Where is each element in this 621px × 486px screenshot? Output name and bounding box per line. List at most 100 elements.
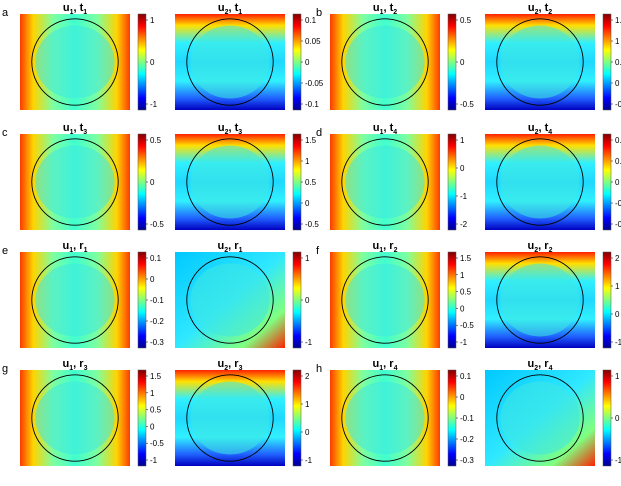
colorbar-tick-label: -1: [150, 456, 158, 465]
panel-x-u2-t3: u2, t3 1.5 1 0.5 0 -0.5: [175, 122, 319, 231]
colorbar-tick-label: 0.5: [150, 136, 162, 145]
colorbar-frame: [602, 251, 612, 349]
panel-x-u2-t4: u2, t4 0.1 0.05 0 -0.05 -0.1: [485, 122, 621, 231]
field-center: [500, 145, 580, 219]
colorbar-tick-label: 0.5: [615, 58, 621, 67]
colorbar-tick-label: -1: [615, 338, 621, 347]
inclusion-circle: [186, 374, 274, 462]
field-center: [345, 145, 425, 219]
field-center: [190, 25, 270, 99]
panel-g-u1-r3: u1, r3 g 1.5 1 0.5 0 -0.5 -1: [2, 358, 164, 467]
inclusion-circle: [186, 138, 274, 226]
colorbar-tick-label: 2: [305, 372, 310, 381]
colorbar: [603, 14, 611, 110]
field-center: [35, 263, 115, 337]
panel-title: u2, r1: [218, 240, 243, 254]
colorbar-tick-label: 0.1: [150, 254, 162, 263]
colorbar-tick-label: -1: [150, 100, 158, 109]
inclusion-circle: [341, 256, 429, 344]
panel-x-u2-r1: u2, r1 1 0 -1: [175, 240, 313, 349]
colorbar-tick-label: -0.5: [460, 100, 474, 109]
panel-letter: g: [2, 363, 8, 375]
colorbar-tick-label: -0.1: [615, 220, 621, 229]
colorbar-tick-label: 0: [150, 58, 155, 67]
colorbar: [448, 370, 456, 466]
inclusion-circle: [341, 374, 429, 462]
colorbar-tick-label: -0.5: [305, 220, 319, 229]
colorbar-tick-label: -0.5: [615, 100, 621, 109]
panel-letter: h: [316, 363, 322, 375]
panel-title: u1, r2: [373, 240, 398, 254]
field-center: [345, 381, 425, 455]
panel-letter: f: [316, 245, 320, 257]
colorbar-tick-label: 1.5: [150, 372, 162, 381]
panel-x-u2-r4: u2, r4 1 0 -1: [485, 358, 621, 467]
colorbar-tick-label: 0: [460, 393, 465, 402]
colorbar-tick-label: 0: [150, 178, 155, 187]
colorbar-tick-label: 0: [305, 296, 310, 305]
panel-title: u2, r4: [528, 358, 553, 372]
colorbar-tick-label: -0.5: [150, 439, 164, 448]
field-center: [190, 381, 270, 455]
panel-title: u2, t3: [218, 122, 242, 136]
inclusion-circle: [496, 374, 584, 462]
inclusion-circle: [496, 256, 584, 344]
colorbar-tick-label: 0: [615, 178, 620, 187]
colorbar-tick-label: -0.5: [150, 220, 164, 229]
panel-a-u1-t1: u1, t1 a 1 0 -1: [2, 2, 158, 111]
colorbar-tick-label: -0.5: [460, 321, 474, 330]
panel-d-u1-t4: u1, t4 d 1 0 -1 -2: [316, 122, 468, 231]
colorbar-tick-label: 1: [305, 400, 310, 409]
colorbar-tick-label: -1: [460, 192, 468, 201]
panel-x-u2-r3: u2, r3 2 1 0 -1: [175, 358, 313, 467]
panel-letter: d: [316, 127, 322, 139]
colorbar-tick-label: 1: [305, 254, 310, 263]
colorbar: [138, 252, 146, 348]
colorbar: [293, 252, 301, 348]
colorbar: [293, 14, 301, 110]
colorbar: [603, 370, 611, 466]
colorbar: [138, 370, 146, 466]
panel-title: u1, r3: [63, 358, 88, 372]
inclusion-circle: [496, 18, 584, 106]
panel-title: u1, r4: [373, 358, 398, 372]
colorbar-tick-label: 0.5: [305, 178, 317, 187]
colorbar-tick-label: -0.05: [615, 199, 621, 208]
panel-title: u2, t1: [218, 2, 242, 16]
colorbar: [603, 134, 611, 230]
colorbar-tick-label: 0.5: [150, 406, 162, 415]
panel-title: u1, t3: [63, 122, 87, 136]
colorbar-tick-label: 1.5: [460, 254, 472, 263]
colorbar-tick-label: 0: [305, 58, 310, 67]
colorbar-tick-label: 0.05: [615, 157, 621, 166]
colorbar: [603, 252, 611, 348]
colorbar-tick-label: -1: [305, 338, 313, 347]
inclusion-circle: [31, 18, 119, 106]
colorbar-tick-label: 0: [460, 164, 465, 173]
colorbar-tick-label: 1: [150, 389, 155, 398]
colorbar-tick-label: 0: [150, 422, 155, 431]
panel-x-u2-t2: u2, t2 1.5 1 0.5 0 -0.5: [485, 2, 621, 111]
colorbar: [448, 14, 456, 110]
colorbar: [448, 134, 456, 230]
inclusion-circle: [31, 256, 119, 344]
colorbar-tick-label: 1: [460, 271, 465, 280]
colorbar-tick-label: 0.1: [460, 372, 472, 381]
panel-title: u2, t2: [528, 2, 552, 16]
field-center: [500, 25, 580, 99]
field-center: [345, 263, 425, 337]
colorbar: [138, 14, 146, 110]
colorbar-tick-label: 0: [615, 414, 620, 423]
colorbar-tick-label: -1: [460, 338, 468, 347]
colorbar-frame: [447, 133, 457, 231]
panel-title: u2, t4: [528, 122, 552, 136]
panel-h-u1-r4: u1, r4 h 0.1 0 -0.1 -0.2 -0.3: [316, 358, 474, 467]
colorbar: [293, 134, 301, 230]
panel-c-u1-t3: u1, t3 c 0.5 0 -0.5: [2, 122, 164, 231]
colorbar: [293, 370, 301, 466]
colorbar-tick-label: 1: [615, 37, 620, 46]
panel-title: u2, r3: [218, 358, 243, 372]
panel-e-u1-r1: u1, r1 e 0.1 0 -0.1 -0.2 -0.3: [2, 240, 164, 349]
panel-letter: e: [2, 245, 8, 257]
